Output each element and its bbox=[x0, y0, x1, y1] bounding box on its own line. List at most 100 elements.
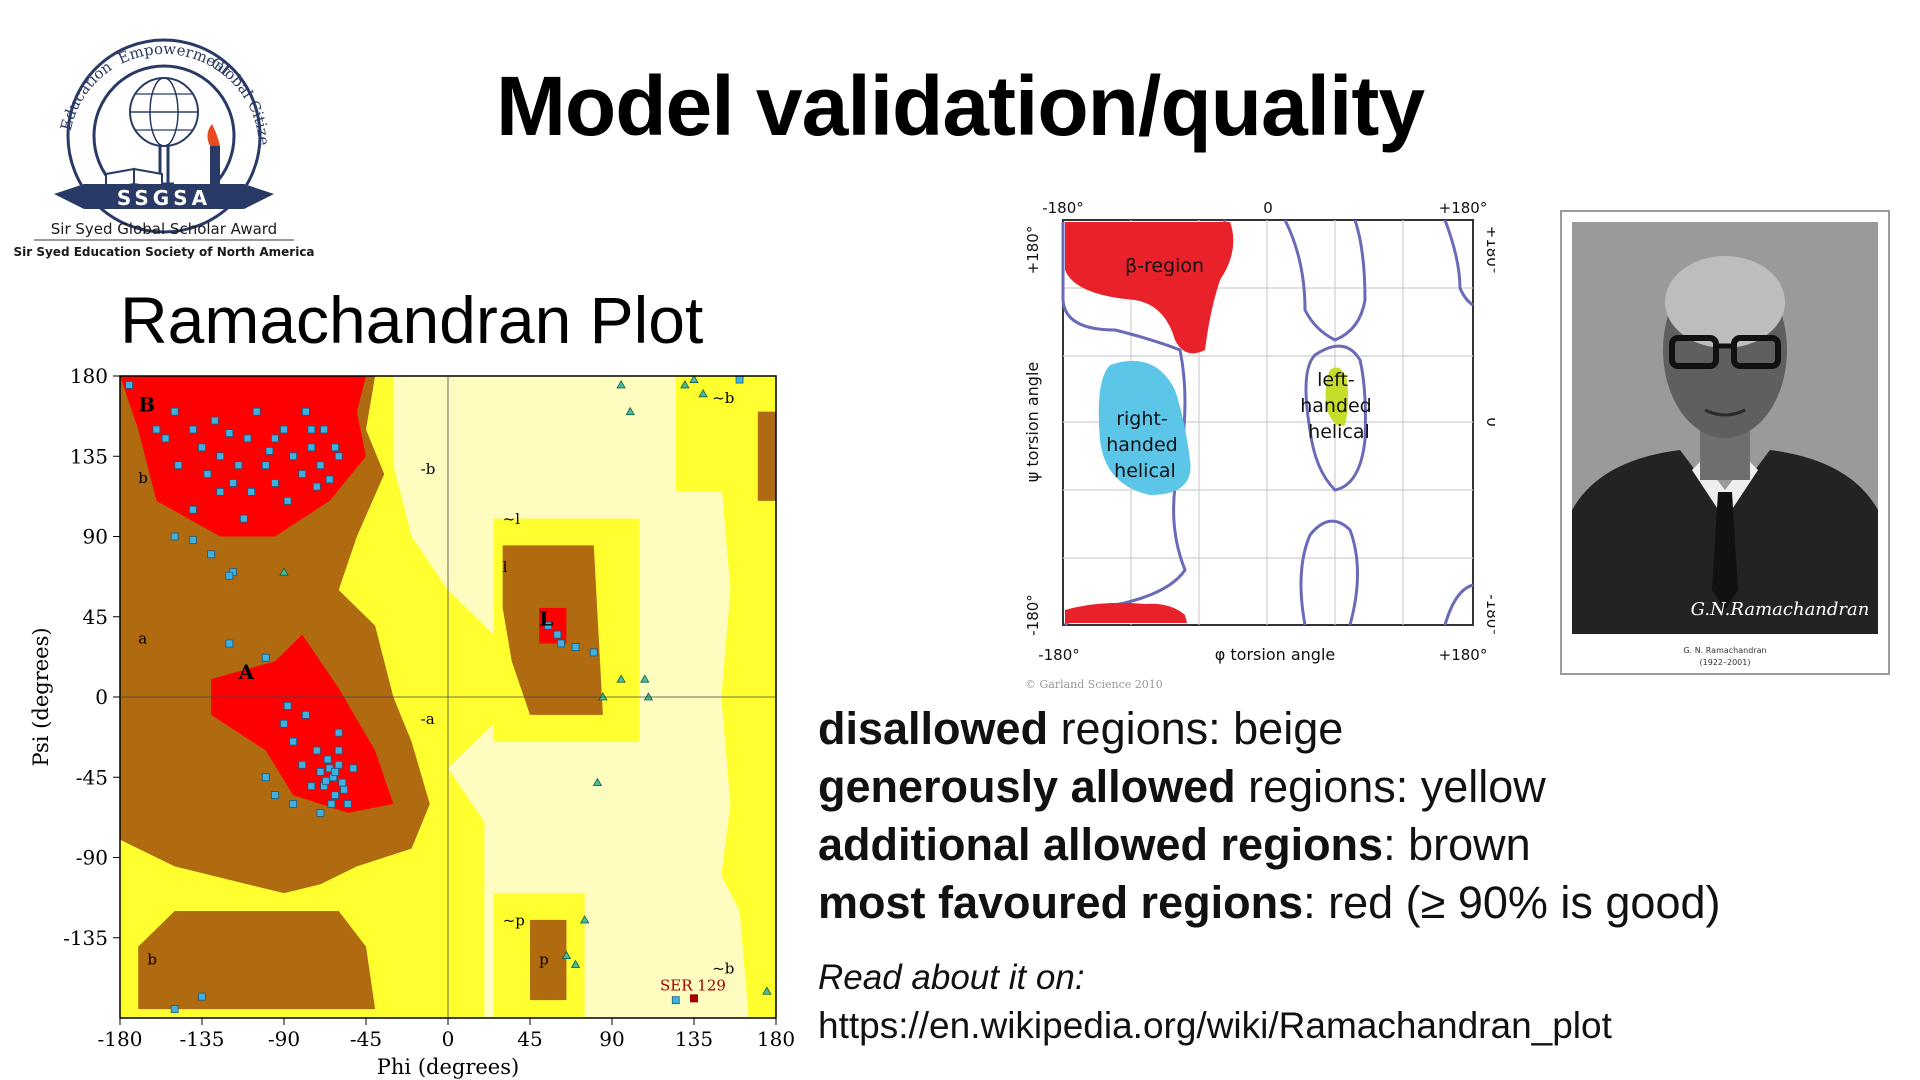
outlier-point bbox=[690, 994, 698, 1003]
residue-point bbox=[125, 381, 134, 389]
x-tick-label: -180 bbox=[98, 1027, 143, 1051]
additional-region-bottom bbox=[138, 911, 376, 1010]
residue-point bbox=[316, 461, 325, 470]
residue-point bbox=[188, 536, 197, 544]
residue-point bbox=[188, 425, 197, 434]
left-handed-label-2: handed bbox=[1300, 395, 1372, 417]
residue-point bbox=[735, 375, 744, 384]
residue-point bbox=[198, 443, 206, 452]
residue-point bbox=[307, 425, 316, 434]
residue-point bbox=[323, 755, 332, 764]
residue-point bbox=[325, 475, 334, 484]
legend-line-favoured: most favoured regions: red (≥ 90% is goo… bbox=[818, 877, 1721, 928]
slide-title: Model validation/quality bbox=[495, 59, 1425, 153]
schematic-bottom-tick-left: -180° bbox=[1038, 646, 1080, 664]
schematic-ylabel: ψ torsion angle bbox=[1023, 362, 1042, 482]
favoured-region-beta bbox=[120, 376, 366, 537]
residue-point bbox=[316, 767, 325, 776]
residue-point bbox=[261, 653, 270, 662]
x-axis-label: Phi (degrees) bbox=[377, 1055, 519, 1079]
residue-point bbox=[207, 550, 216, 559]
residue-point bbox=[243, 434, 252, 443]
residue-point bbox=[210, 416, 219, 425]
schematic-left-tick-bottom: -180° bbox=[1024, 594, 1042, 636]
glycine-point bbox=[762, 986, 772, 995]
y-tick-label: 45 bbox=[83, 605, 108, 629]
y-tick-label: -45 bbox=[76, 765, 108, 789]
glycine-point bbox=[698, 389, 708, 398]
region-label: ~p bbox=[503, 911, 525, 929]
residue-point bbox=[334, 728, 343, 737]
residue-point bbox=[312, 482, 321, 491]
residue-point bbox=[152, 425, 161, 434]
ramachandran-plot: SER 129 Bb -b a A -a l L ~l ~b ~p p b ~b -180 -135 -90 -… bbox=[30, 364, 795, 1079]
residue-point bbox=[544, 621, 553, 630]
legend-text: disallowed regions: beige generously all… bbox=[818, 700, 1721, 932]
residue-point bbox=[327, 800, 336, 808]
residue-point bbox=[170, 1005, 179, 1013]
residue-point bbox=[322, 776, 330, 785]
beta-region-label: β-region bbox=[1125, 255, 1204, 277]
residue-point bbox=[261, 461, 270, 470]
residue-point bbox=[161, 434, 170, 443]
residue-point bbox=[283, 702, 292, 710]
region-label: ~b bbox=[712, 959, 734, 977]
y-tick-label: 0 bbox=[95, 685, 108, 709]
y-tick-label: 180 bbox=[70, 364, 108, 388]
additional-region-edge bbox=[757, 411, 776, 501]
x-tick-label: -135 bbox=[180, 1027, 225, 1051]
residue-point bbox=[289, 800, 298, 808]
ramachandran-schematic: β-region right- handed helical left- han… bbox=[1023, 199, 1495, 691]
x-tick-label: -45 bbox=[350, 1027, 382, 1051]
region-label: a bbox=[138, 630, 147, 648]
legend-line-additional: additional allowed regions: brown bbox=[818, 819, 1531, 870]
residue-point bbox=[589, 648, 598, 657]
residue-point bbox=[280, 425, 288, 434]
glycine-point bbox=[640, 674, 650, 683]
portrait-photo: G.N.Ramachandran G. N. Ramachandran (192… bbox=[1560, 210, 1890, 675]
svg-text:left- handed helical: left- handed helical bbox=[1300, 369, 1378, 443]
residue-point bbox=[334, 452, 343, 461]
legend-line-disallowed: disallowed regions: beige bbox=[818, 703, 1344, 754]
region-label: ~l bbox=[503, 510, 521, 528]
residue-point bbox=[289, 737, 298, 746]
residue-point bbox=[283, 496, 292, 505]
glycine-point bbox=[625, 406, 635, 416]
residue-point bbox=[170, 407, 179, 416]
residue-point bbox=[261, 773, 270, 782]
x-tick-label: 135 bbox=[675, 1027, 713, 1051]
plot-heading: Ramachandran Plot bbox=[120, 283, 704, 357]
residue-point bbox=[229, 479, 237, 487]
x-tick-label: 180 bbox=[757, 1027, 795, 1051]
wiki-link[interactable]: https://en.wikipedia.org/wiki/Ramachandr… bbox=[818, 1005, 1612, 1046]
residue-point bbox=[225, 639, 234, 648]
right-handed-label-2: handed bbox=[1106, 434, 1178, 456]
left-handed-label-1: left- bbox=[1317, 369, 1355, 391]
glycine-point bbox=[616, 674, 626, 683]
left-handed-label-3: helical bbox=[1308, 421, 1370, 443]
region-label: p bbox=[539, 951, 549, 969]
glycine-point bbox=[579, 915, 590, 924]
legend-line-generous: generously allowed regions: yellow bbox=[818, 761, 1546, 812]
residue-point bbox=[298, 760, 307, 769]
generous-region-top bbox=[675, 376, 749, 492]
additional-region-p bbox=[530, 919, 567, 1001]
glycine-point bbox=[561, 950, 572, 959]
portrait-caption-years: (1922–2001) bbox=[1700, 658, 1751, 667]
y-tick-label: 90 bbox=[83, 525, 108, 549]
svg-text:right- handed helical: right- handed helical bbox=[1106, 408, 1184, 482]
residue-point bbox=[270, 479, 279, 487]
residue-point bbox=[338, 778, 347, 787]
logo-banner: SSGSA bbox=[117, 186, 211, 210]
residue-point bbox=[198, 992, 206, 1001]
schematic-right-tick-bottom: -180° bbox=[1483, 594, 1495, 636]
residue-point bbox=[571, 643, 580, 651]
region-label: b bbox=[147, 951, 157, 969]
glycine-point bbox=[592, 777, 603, 787]
residue-point bbox=[331, 791, 339, 799]
schematic-xlabel: φ torsion angle bbox=[1215, 645, 1335, 664]
residue-point bbox=[298, 470, 307, 478]
residue-point bbox=[349, 764, 358, 773]
residue-point bbox=[316, 809, 325, 817]
glycine-point bbox=[598, 692, 608, 701]
